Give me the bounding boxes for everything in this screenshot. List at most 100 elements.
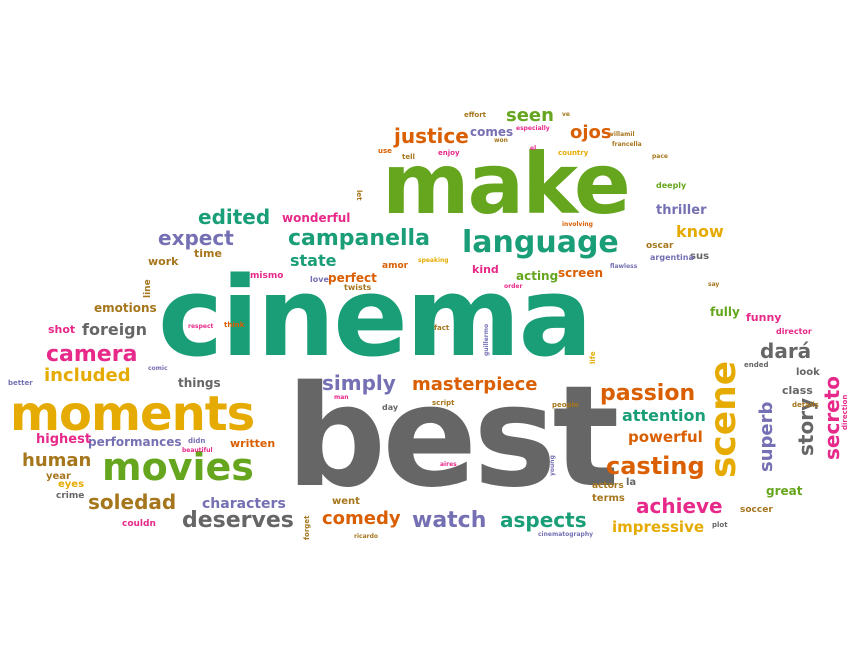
word-beautiful: beautiful — [182, 447, 213, 454]
word-el: el — [530, 145, 537, 152]
word-fully: fully — [710, 305, 740, 319]
word-plot: plot — [712, 521, 728, 529]
word-effort: effort — [464, 111, 487, 119]
word-things: things — [178, 376, 221, 390]
word-let: let — [355, 190, 363, 201]
word-year: year — [46, 471, 71, 482]
word-twists: twists — [344, 283, 372, 292]
word-simply: simply — [322, 371, 396, 395]
word-tell: tell — [402, 153, 415, 161]
word-people: people — [552, 401, 579, 409]
word-villamil: villamil — [610, 131, 635, 138]
word-ended: ended — [744, 361, 769, 369]
word-mismo: mismo — [250, 271, 284, 281]
word-francella: francella — [612, 141, 642, 148]
word-time: time — [194, 247, 222, 260]
word-pace: pace — [652, 153, 668, 160]
word-involving: involving — [562, 221, 593, 228]
word-young: young — [549, 455, 556, 476]
word-la: la — [626, 477, 637, 488]
word-ojos: ojos — [570, 122, 612, 143]
word-order: order — [504, 283, 523, 290]
word-director: director — [776, 327, 812, 336]
word-didn: didn — [188, 437, 206, 445]
word-masterpiece: masterpiece — [412, 374, 538, 395]
word-country: country — [558, 149, 589, 157]
word-cinematography: cinematography — [538, 531, 594, 538]
word-cinema: cinema — [158, 253, 593, 381]
word-funny: funny — [746, 311, 782, 324]
word-dara: dará — [760, 339, 812, 363]
word-wonderful: wonderful — [282, 211, 351, 225]
word-written: written — [230, 437, 276, 450]
word-love: love — [310, 275, 329, 284]
word-aspects: aspects — [500, 508, 587, 532]
word-respect: respect — [188, 323, 214, 330]
word-justice: justice — [394, 124, 469, 148]
word-terms: terms — [592, 493, 625, 504]
word-emotions: emotions — [94, 301, 157, 315]
word-acting: acting — [516, 269, 559, 283]
word-enjoy: enjoy — [438, 149, 460, 157]
word-powerful: powerful — [628, 428, 703, 446]
word-line: line — [143, 279, 153, 298]
word-soccer: soccer — [740, 505, 773, 515]
word-perfect: perfect — [328, 271, 377, 285]
word-secreto: secreto — [820, 375, 844, 460]
word-moments: moments — [10, 386, 255, 442]
word-amor: amor — [382, 261, 409, 271]
word-think: think — [224, 321, 245, 329]
word-work: work — [148, 255, 179, 268]
word-impressive: impressive — [612, 518, 705, 536]
word-flawless: flawless — [610, 263, 638, 270]
word-achieve: achieve — [636, 494, 723, 518]
word-day: day — [382, 403, 399, 412]
word-ricardo: ricardo — [354, 533, 378, 540]
word-man: man — [334, 394, 349, 401]
word-fact: fact — [434, 324, 450, 332]
word-shot: shot — [48, 323, 76, 336]
word-oscar: oscar — [646, 241, 674, 251]
word-say: say — [708, 281, 720, 288]
word-superb: superb — [756, 401, 777, 472]
word-eyes: eyes — [58, 479, 85, 490]
word-highest: highest — [36, 432, 92, 447]
word-guillermo: guillermo — [483, 323, 490, 356]
word-passion: passion — [600, 381, 696, 406]
word-won: won — [494, 137, 508, 144]
word-ve: ve — [562, 111, 570, 118]
word-look: look — [796, 367, 820, 378]
word-deserves: deserves — [182, 508, 294, 533]
word-especially: especially — [516, 125, 550, 132]
word-crime: crime — [56, 491, 85, 501]
word-forget: forget — [303, 515, 311, 540]
word-went: went — [332, 496, 360, 507]
word-life: life — [589, 351, 597, 364]
word-thriller: thriller — [656, 203, 707, 218]
word-scene: scene — [703, 360, 744, 478]
word-use: use — [378, 147, 392, 155]
word-state: state — [290, 251, 337, 270]
word-deeply: deeply — [656, 181, 687, 190]
word-included: included — [44, 365, 131, 386]
word-comes: comes — [470, 125, 514, 139]
word-comedy: comedy — [322, 508, 401, 529]
word-human: human — [22, 450, 92, 471]
word-sus: sus — [690, 251, 710, 262]
word-foreign: foreign — [82, 320, 148, 339]
word-kind: kind — [472, 263, 499, 276]
word-class: class — [782, 384, 813, 397]
word-language: language — [462, 225, 619, 260]
word-characters: characters — [202, 496, 286, 512]
word-attention: attention — [622, 406, 706, 425]
word-couldn: couldn — [122, 519, 156, 529]
word-casting: casting — [606, 452, 705, 480]
word-performances: performances — [88, 435, 182, 449]
word-aires: aires — [440, 461, 457, 468]
word-speaking: speaking — [418, 257, 449, 264]
word-know: know — [676, 222, 724, 241]
word-camera: camera — [46, 342, 138, 367]
word-seen: seen — [506, 105, 554, 126]
word-screen: screen — [558, 266, 603, 280]
